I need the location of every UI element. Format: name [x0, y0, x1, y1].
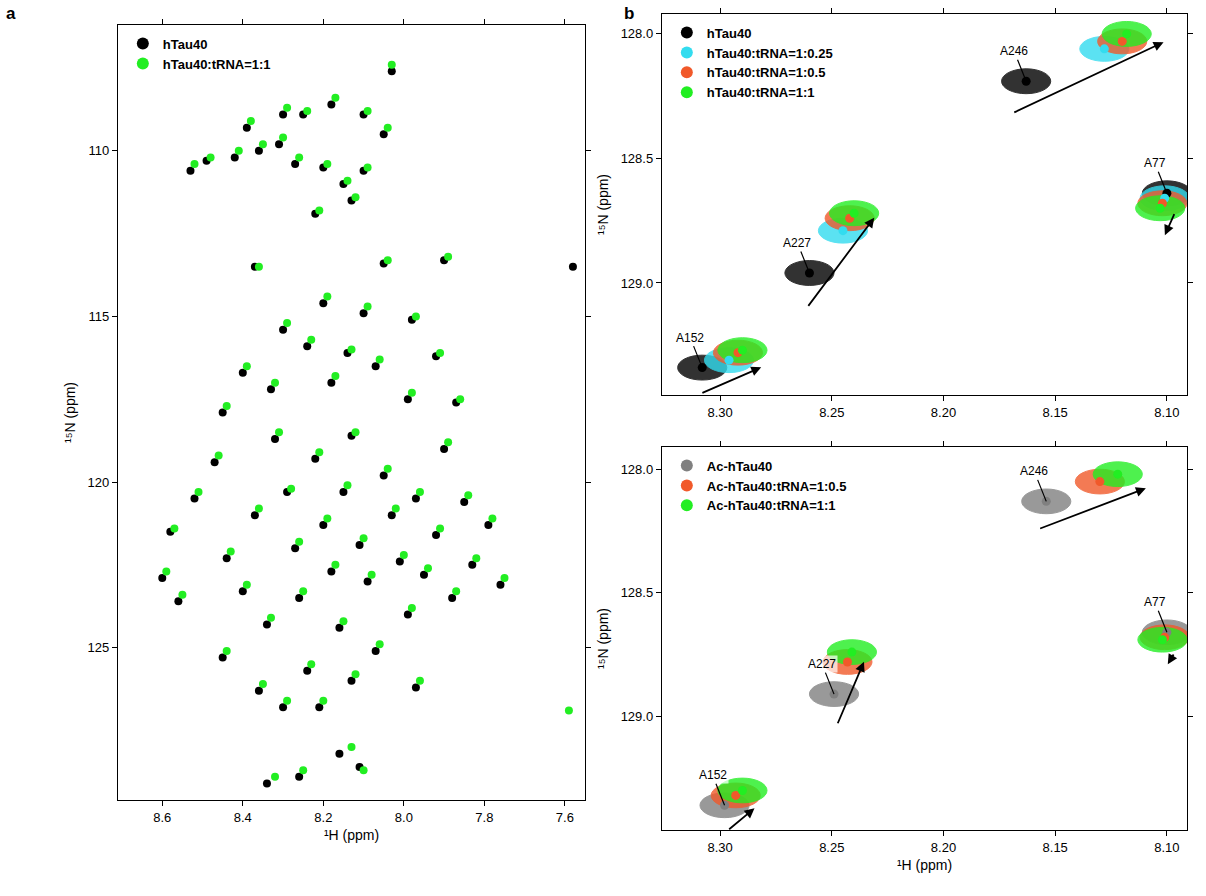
svg-text:A227: A227 — [783, 236, 811, 250]
svg-text:A152: A152 — [676, 331, 704, 345]
svg-text:¹H (ppm): ¹H (ppm) — [324, 827, 379, 843]
svg-text:hTau40:tRNA=1:1: hTau40:tRNA=1:1 — [707, 85, 815, 100]
svg-text:120: 120 — [87, 475, 109, 490]
svg-text:A246: A246 — [1020, 464, 1048, 478]
svg-text:8.0: 8.0 — [395, 810, 413, 825]
svg-text:125: 125 — [87, 640, 109, 655]
svg-text:¹H (ppm): ¹H (ppm) — [897, 857, 952, 873]
svg-text:A246: A246 — [1000, 44, 1028, 58]
svg-text:110: 110 — [88, 143, 109, 158]
svg-text:hTau40: hTau40 — [163, 37, 208, 52]
svg-text:hTau40:tRNA=1:0.5: hTau40:tRNA=1:0.5 — [707, 65, 826, 80]
svg-text:Ac-hTau40:tRNA=1:1: Ac-hTau40:tRNA=1:1 — [707, 498, 836, 513]
svg-text:8.25: 8.25 — [819, 405, 844, 420]
svg-text:8.2: 8.2 — [314, 810, 332, 825]
svg-text:8.10: 8.10 — [1154, 405, 1179, 420]
svg-text:Ac-hTau40: Ac-hTau40 — [707, 459, 773, 474]
svg-text:¹⁵N (ppm): ¹⁵N (ppm) — [595, 608, 611, 669]
svg-text:hTau40:tRNA=1:0.25: hTau40:tRNA=1:0.25 — [707, 46, 833, 61]
svg-text:8.4: 8.4 — [234, 810, 252, 825]
svg-text:128.5: 128.5 — [621, 585, 654, 600]
svg-text:¹⁵N (ppm): ¹⁵N (ppm) — [62, 382, 78, 443]
svg-text:7.8: 7.8 — [475, 810, 493, 825]
svg-text:hTau40:tRNA=1:1: hTau40:tRNA=1:1 — [163, 57, 271, 72]
svg-text:A77: A77 — [1144, 595, 1166, 609]
svg-text:A152: A152 — [699, 768, 727, 782]
svg-text:8.30: 8.30 — [707, 405, 732, 420]
svg-text:¹⁵N (ppm): ¹⁵N (ppm) — [595, 174, 611, 235]
svg-text:8.30: 8.30 — [707, 840, 732, 855]
svg-text:129.0: 129.0 — [621, 709, 654, 724]
svg-text:128.5: 128.5 — [621, 151, 654, 166]
svg-text:A77: A77 — [1144, 156, 1166, 170]
svg-text:8.6: 8.6 — [153, 810, 171, 825]
svg-text:8.10: 8.10 — [1154, 840, 1179, 855]
svg-text:hTau40: hTau40 — [707, 26, 752, 41]
svg-text:8.15: 8.15 — [1043, 405, 1068, 420]
svg-text:128.0: 128.0 — [621, 462, 654, 477]
svg-text:7.6: 7.6 — [556, 810, 574, 825]
svg-text:8.20: 8.20 — [931, 405, 956, 420]
svg-text:a: a — [6, 4, 16, 23]
svg-text:Ac-hTau40:tRNA=1:0.5: Ac-hTau40:tRNA=1:0.5 — [707, 479, 847, 494]
svg-text:115: 115 — [88, 309, 109, 324]
svg-text:8.25: 8.25 — [819, 840, 844, 855]
svg-text:A227: A227 — [808, 657, 836, 671]
svg-text:8.15: 8.15 — [1043, 840, 1068, 855]
svg-text:b: b — [624, 4, 634, 23]
svg-text:129.0: 129.0 — [621, 275, 654, 290]
svg-text:8.20: 8.20 — [931, 840, 956, 855]
svg-text:128.0: 128.0 — [621, 26, 654, 41]
